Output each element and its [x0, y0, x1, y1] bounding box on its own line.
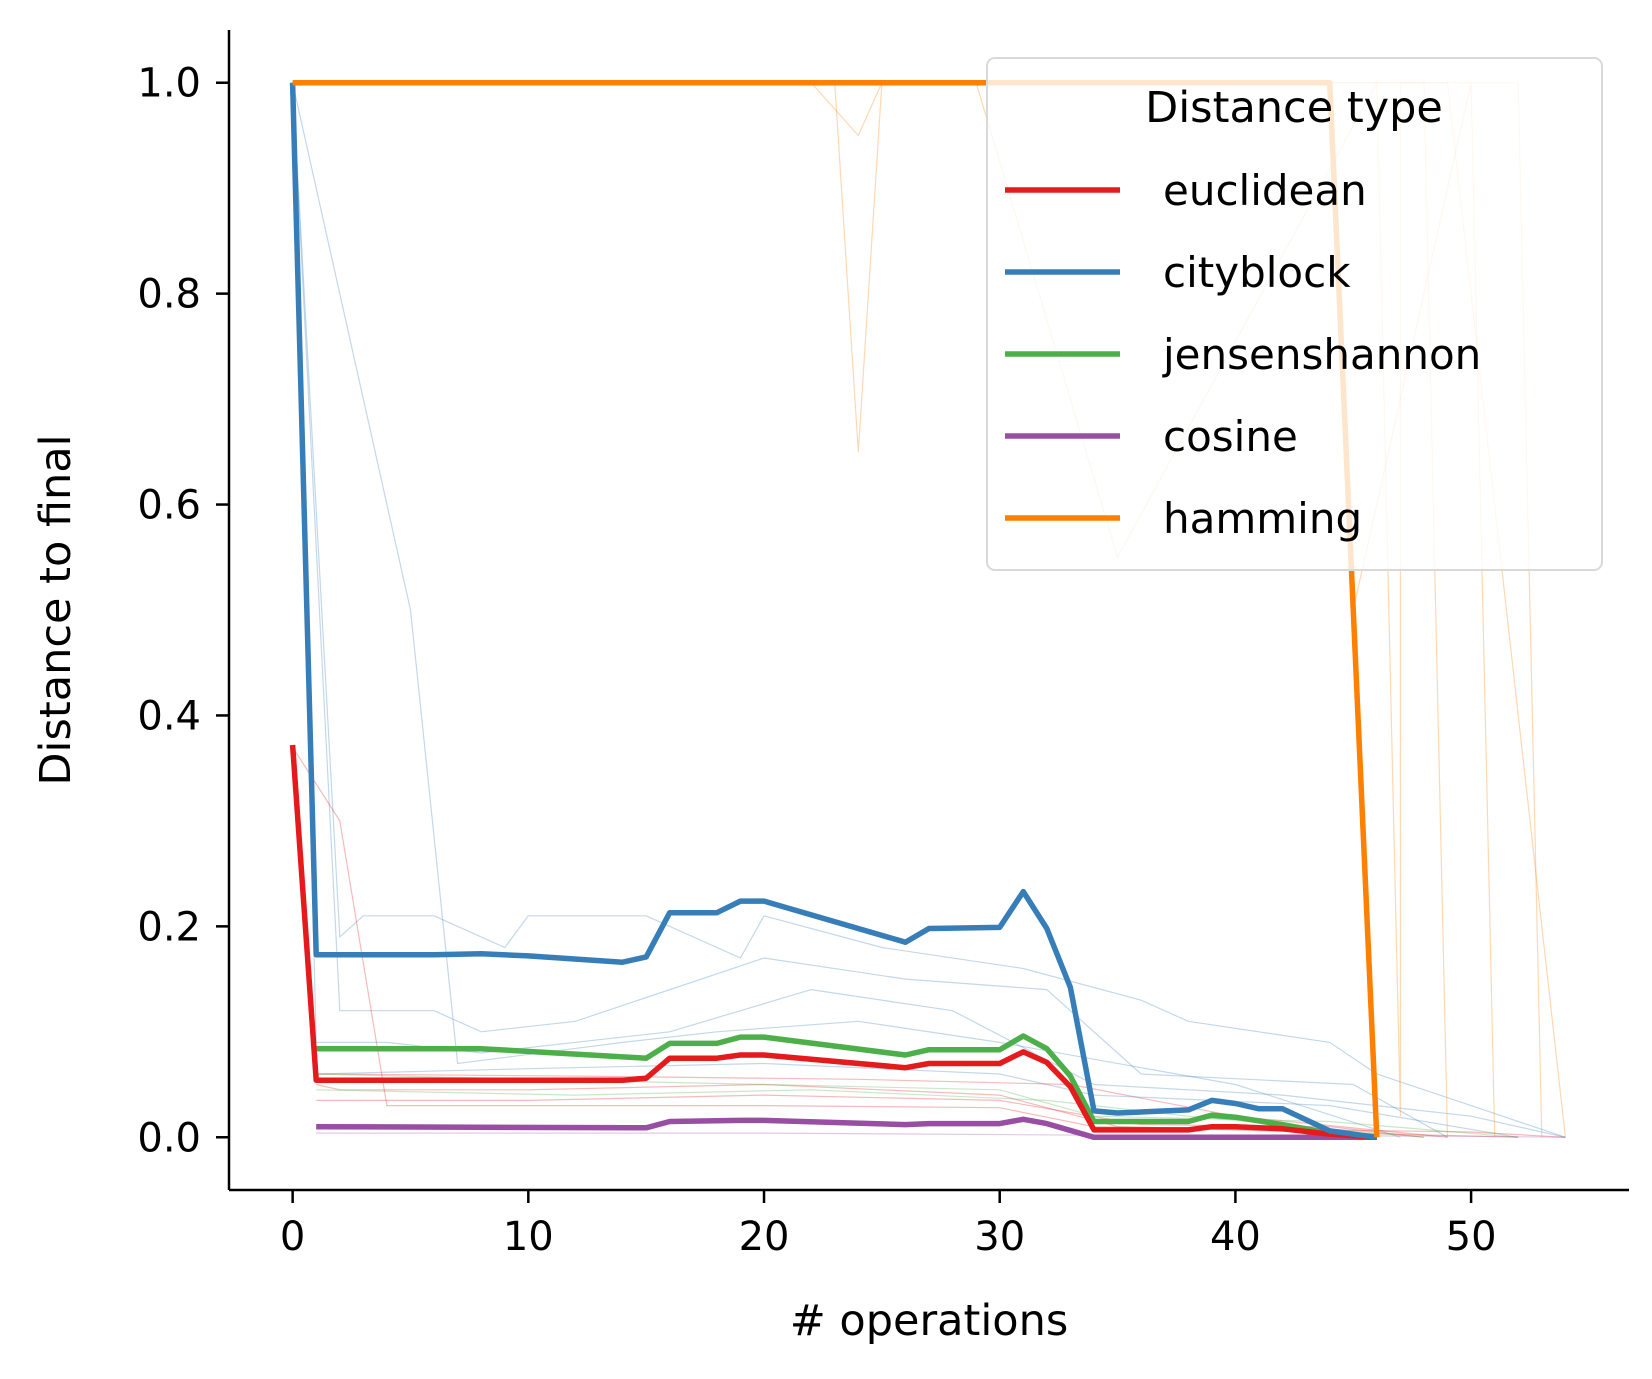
series-line-cityblock — [289, 82, 1378, 1141]
background-run-cityblock-4 — [292, 82, 1566, 1138]
background-run-euclidean-0 — [292, 746, 1566, 1138]
x-tick-label: 50 — [1446, 1214, 1497, 1260]
legend-title: Distance type — [1145, 83, 1443, 133]
background-run-cityblock-6 — [292, 82, 1448, 1138]
legend-label-cosine: cosine — [1163, 412, 1298, 461]
legend: Distance type euclidean cityblock jensensh… — [986, 57, 1603, 571]
y-axis-label: Distance to final — [31, 434, 81, 785]
axes — [227, 30, 1629, 1192]
y-tick-label: 0.2 — [137, 904, 201, 950]
y-tick-label: 0.4 — [137, 693, 201, 739]
y-ticks: 0.0 0.2 0.4 0.6 0.8 1.0 — [137, 61, 229, 1161]
background-run-jensenshannon-10 — [316, 1089, 1424, 1138]
background-run-cityblock-7 — [292, 82, 1401, 1138]
series-line-euclidean — [289, 744, 1377, 1141]
x-tick-label: 40 — [1210, 1214, 1261, 1260]
legend-box — [986, 57, 1603, 571]
y-tick-label: 0.8 — [137, 272, 201, 318]
x-tick-label: 0 — [280, 1214, 305, 1260]
series-line-cosine — [316, 1116, 1377, 1141]
x-tick-label: 20 — [739, 1214, 790, 1260]
x-tick-label: 30 — [974, 1214, 1025, 1260]
x-tick-label: 10 — [503, 1214, 554, 1260]
legend-label-jensenshannon: jensenshannon — [1162, 330, 1481, 379]
y-tick-label: 0.6 — [137, 483, 201, 529]
legend-label-euclidean: euclidean — [1163, 166, 1367, 215]
background-run-euclidean-2 — [316, 1094, 1424, 1138]
y-tick-label: 0.0 — [137, 1115, 201, 1161]
legend-label-cityblock: cityblock — [1163, 248, 1351, 297]
legend-label-hamming: hamming — [1163, 494, 1362, 543]
background-run-cityblock-5 — [292, 82, 1566, 1138]
background-run-euclidean-3 — [316, 1073, 1448, 1138]
series-line-jensenshannon — [316, 1033, 1378, 1141]
y-tick-label: 1.0 — [137, 61, 201, 107]
x-ticks: 0 10 20 30 40 50 — [280, 1190, 1497, 1260]
legend-entries: euclidean cityblock jensenshannon cosine ham… — [1005, 166, 1481, 543]
x-axis-label: # operations — [790, 1296, 1069, 1346]
background-run-cityblock-8 — [316, 1062, 1519, 1138]
